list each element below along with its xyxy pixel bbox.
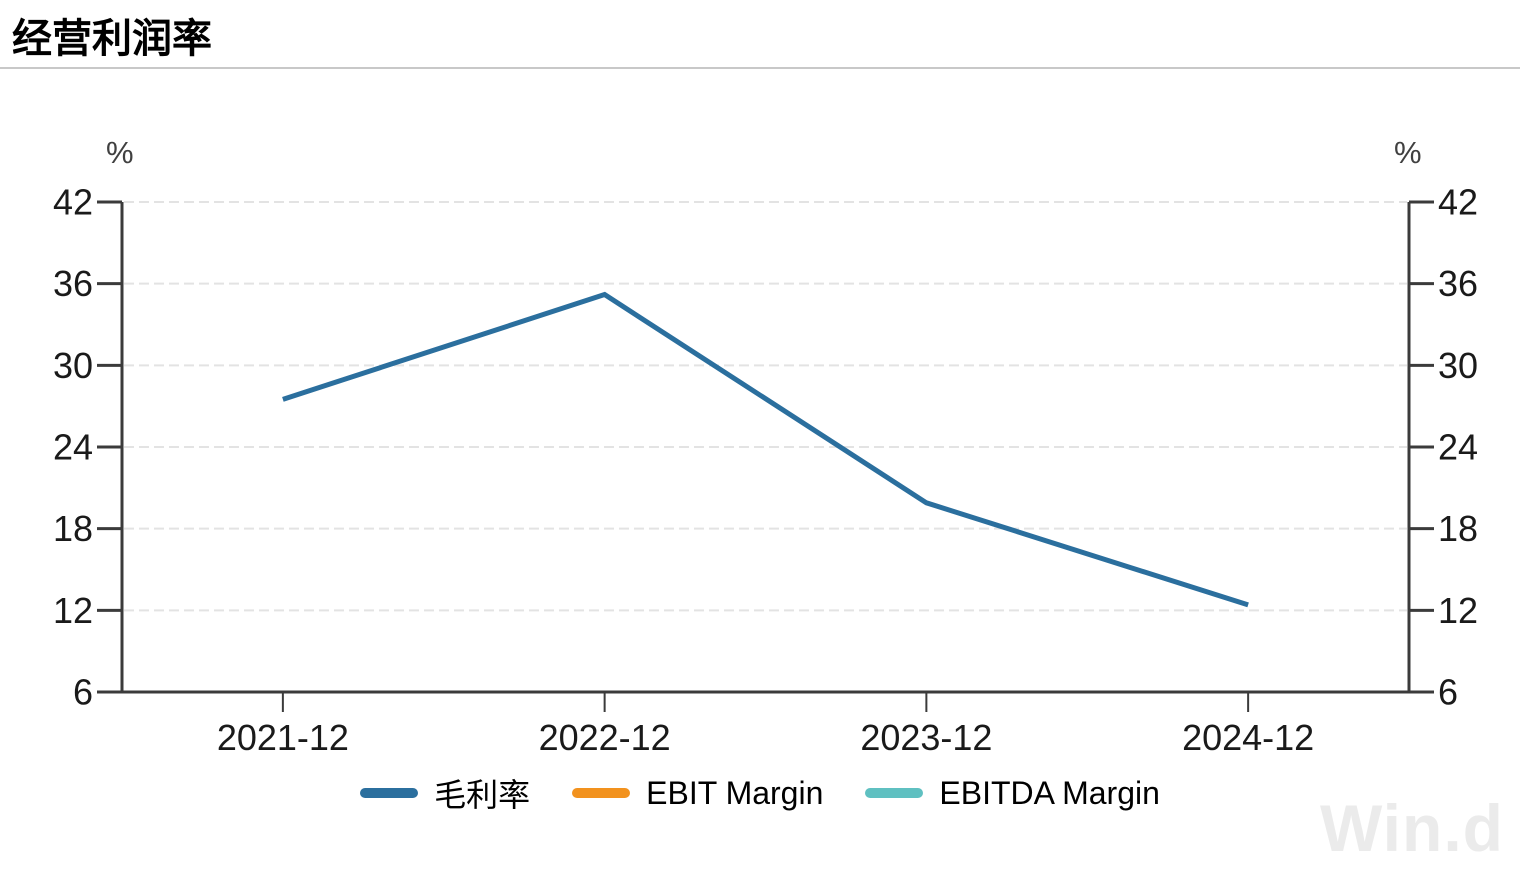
y-tick-label-right: 36	[1438, 263, 1478, 304]
ebit-margin-swatch-icon	[572, 788, 631, 798]
y-axis-unit-left: %	[106, 135, 134, 170]
chart-title: 经营利润率	[12, 17, 212, 61]
header-divider	[0, 67, 1520, 69]
legend-label: EBIT Margin	[646, 774, 824, 811]
legend-label: EBITDA Margin	[939, 774, 1160, 811]
y-tick-label-right: 18	[1438, 508, 1478, 549]
legend-label: 毛利率	[434, 777, 531, 813]
legend-item-ebit-margin[interactable]: EBIT Margin	[572, 775, 823, 812]
y-tick-label-left: 36	[53, 263, 93, 304]
y-tick-label-left: 30	[53, 345, 93, 386]
legend-item-gross-margin[interactable]: 毛利率	[360, 770, 530, 816]
wind-watermark: Win.d	[1319, 791, 1504, 865]
y-tick-label-left: 18	[53, 508, 93, 549]
y-tick-label-right: 6	[1438, 672, 1458, 713]
x-tick-label: 2021-12	[217, 717, 349, 758]
legend-item-ebitda-margin[interactable]: EBITDA Margin	[865, 775, 1160, 812]
y-tick-label-left: 6	[73, 672, 93, 713]
y-tick-label-left: 42	[53, 182, 93, 223]
gross-margin-swatch-icon	[360, 788, 419, 798]
ebitda-margin-swatch-icon	[865, 788, 924, 798]
y-tick-label-right: 30	[1438, 345, 1478, 386]
y-tick-label-right: 42	[1438, 182, 1478, 223]
legend: 毛利率 EBIT Margin EBITDA Margin	[0, 770, 1520, 816]
y-tick-label-left: 24	[53, 427, 93, 468]
y-tick-label-right: 24	[1438, 427, 1478, 468]
y-tick-label-right: 12	[1438, 590, 1478, 631]
y-axis-unit-right: %	[1394, 135, 1422, 170]
x-tick-label: 2022-12	[539, 717, 671, 758]
x-tick-label: 2023-12	[860, 717, 992, 758]
series-line-毛利率	[282, 291, 1249, 608]
y-tick-label-left: 12	[53, 590, 93, 631]
x-tick-label: 2024-12	[1182, 717, 1314, 758]
